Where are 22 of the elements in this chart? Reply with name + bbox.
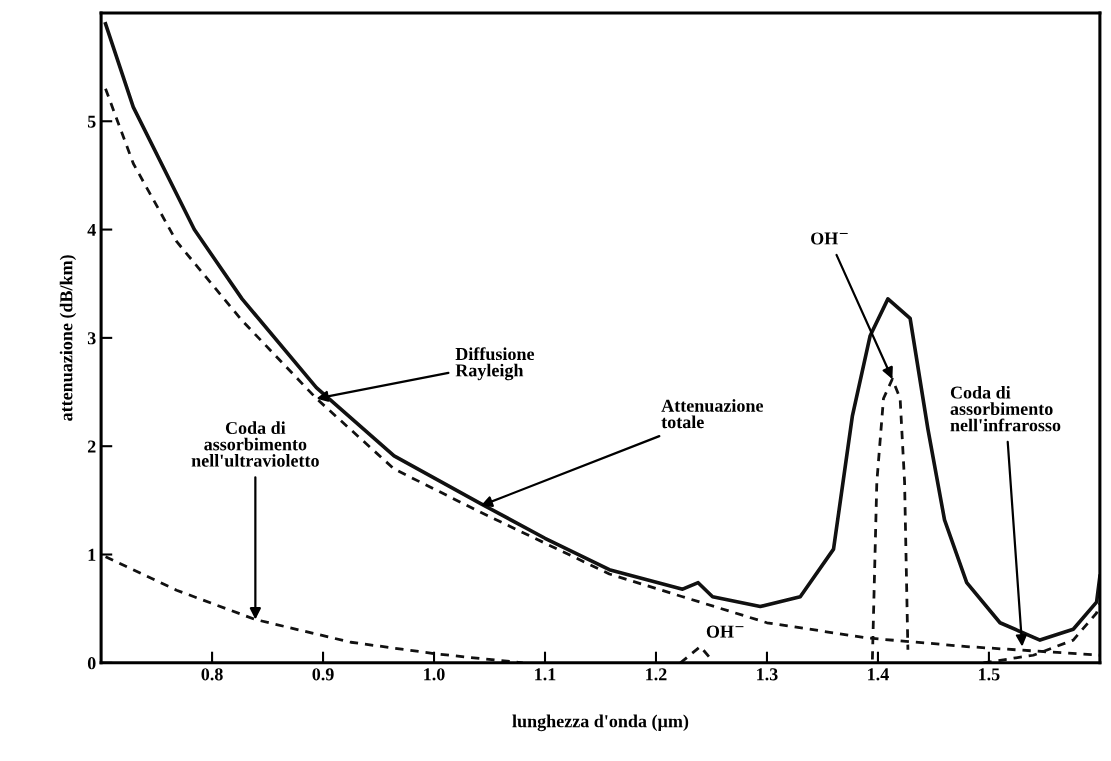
y-tick-label: 3	[87, 332, 96, 345]
annotation: Coda di assorbimento nell'infrarosso	[950, 385, 1061, 432]
x-tick-label: 1.3	[757, 668, 778, 681]
annotation: OH$^{−}$	[811, 232, 848, 245]
y-tick-label: 1	[88, 548, 96, 561]
x-axis-title: lunghezza d'onda (µm)	[512, 714, 689, 732]
x-tick-label: 1.0	[424, 668, 445, 681]
x-tick-label: 1.5	[979, 668, 1000, 681]
annotation: OH$^{−}$	[706, 625, 744, 638]
y-tick-label: 5	[87, 115, 96, 128]
x-tick-label: 1.4	[868, 668, 889, 681]
x-tick-label: 0.8	[201, 668, 223, 681]
y-tick-label: 2	[87, 440, 96, 453]
x-tick-label: 1.2	[646, 668, 667, 681]
x-tick-label: 0.9	[312, 668, 334, 681]
annotation: Attenuazione totale	[661, 399, 764, 429]
annotation: Diffusione Rayleigh	[455, 347, 535, 381]
y-tick-label: 4	[87, 223, 96, 236]
annotation: Coda di assorbimento nell'ultravioletto	[191, 421, 319, 467]
x-tick-label: 1.1	[535, 668, 556, 681]
y-tick-label: 0	[87, 657, 96, 670]
y-axis-title: attenuazione (dB/km)	[59, 255, 77, 421]
